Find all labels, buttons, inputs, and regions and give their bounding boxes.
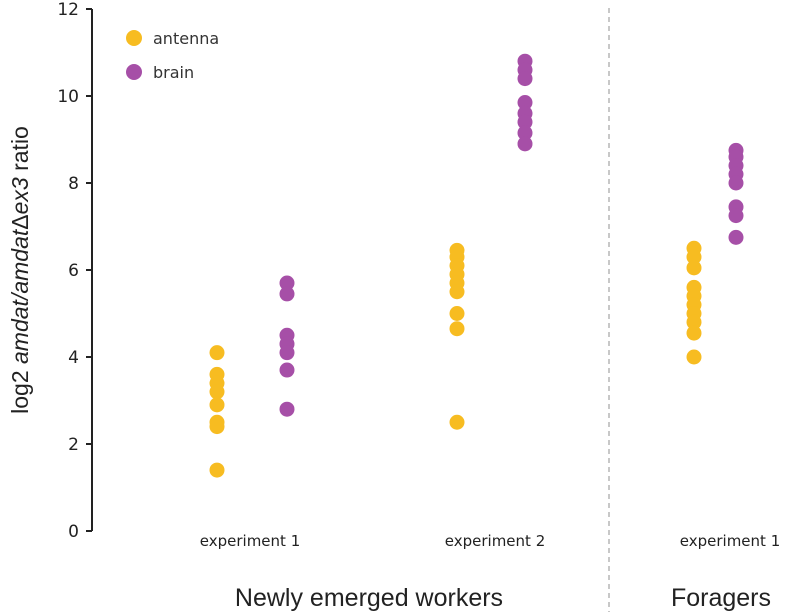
category-label-foragers-exp1: experiment 1 <box>680 532 780 550</box>
data-point-brain <box>517 95 533 111</box>
y-axis-label-gene: amdat/amdat <box>7 228 33 364</box>
data-point-antenna <box>449 414 465 430</box>
y-tick-label: 4 <box>68 348 79 368</box>
data-point-antenna <box>209 419 225 435</box>
legend-marker-antenna <box>126 30 142 46</box>
data-point-antenna <box>686 314 702 330</box>
y-axis-label-prefix: log2 <box>7 364 33 414</box>
data-point-antenna <box>209 397 225 413</box>
data-point-brain <box>728 208 744 224</box>
data-point-antenna <box>209 384 225 400</box>
legend-marker-brain <box>126 64 142 80</box>
y-axis-label-delta: Δ <box>7 214 33 229</box>
y-tick-label: 10 <box>57 87 79 107</box>
data-point-antenna <box>686 349 702 365</box>
data-point-antenna <box>209 462 225 478</box>
legend-label-brain: brain <box>153 63 194 82</box>
data-point-brain <box>517 71 533 87</box>
data-point-brain <box>517 125 533 141</box>
data-point-antenna <box>449 284 465 300</box>
data-point-brain <box>279 401 295 417</box>
data-point-brain <box>279 286 295 302</box>
legend: antenna brain <box>126 29 219 82</box>
data-point-antenna <box>209 345 225 361</box>
data-point-antenna <box>686 260 702 276</box>
group-label-foragers: Foragers <box>671 584 771 612</box>
y-ticks: 0 2 4 6 8 10 12 <box>57 0 92 542</box>
category-label-newly-exp2: experiment 2 <box>445 532 545 550</box>
group-label-newly-emerged: Newly emerged workers <box>235 584 503 612</box>
y-axis-label-exon: ex3 <box>7 177 33 214</box>
y-tick-label: 12 <box>57 0 79 20</box>
data-point-brain <box>279 345 295 361</box>
data-point-antenna <box>449 306 465 321</box>
y-axis-label-suffix: ratio <box>7 126 33 177</box>
y-tick-label: 2 <box>68 435 79 455</box>
data-points <box>209 53 744 478</box>
data-point-antenna <box>449 321 465 337</box>
data-point-brain <box>728 229 744 245</box>
legend-label-antenna: antenna <box>153 29 219 48</box>
data-point-brain <box>279 275 295 291</box>
y-axis-label: log2 amdat/amdatΔex3 ratio <box>7 126 33 414</box>
data-point-brain <box>517 114 533 130</box>
data-point-antenna <box>686 249 702 265</box>
y-tick-label: 0 <box>68 522 79 542</box>
y-tick-label: 6 <box>68 261 79 281</box>
data-point-brain <box>517 136 533 152</box>
data-point-antenna <box>686 325 702 341</box>
y-tick-label: 8 <box>68 174 79 194</box>
category-label-newly-exp1: experiment 1 <box>200 532 300 550</box>
data-point-brain <box>279 362 295 378</box>
data-point-brain <box>728 175 744 191</box>
